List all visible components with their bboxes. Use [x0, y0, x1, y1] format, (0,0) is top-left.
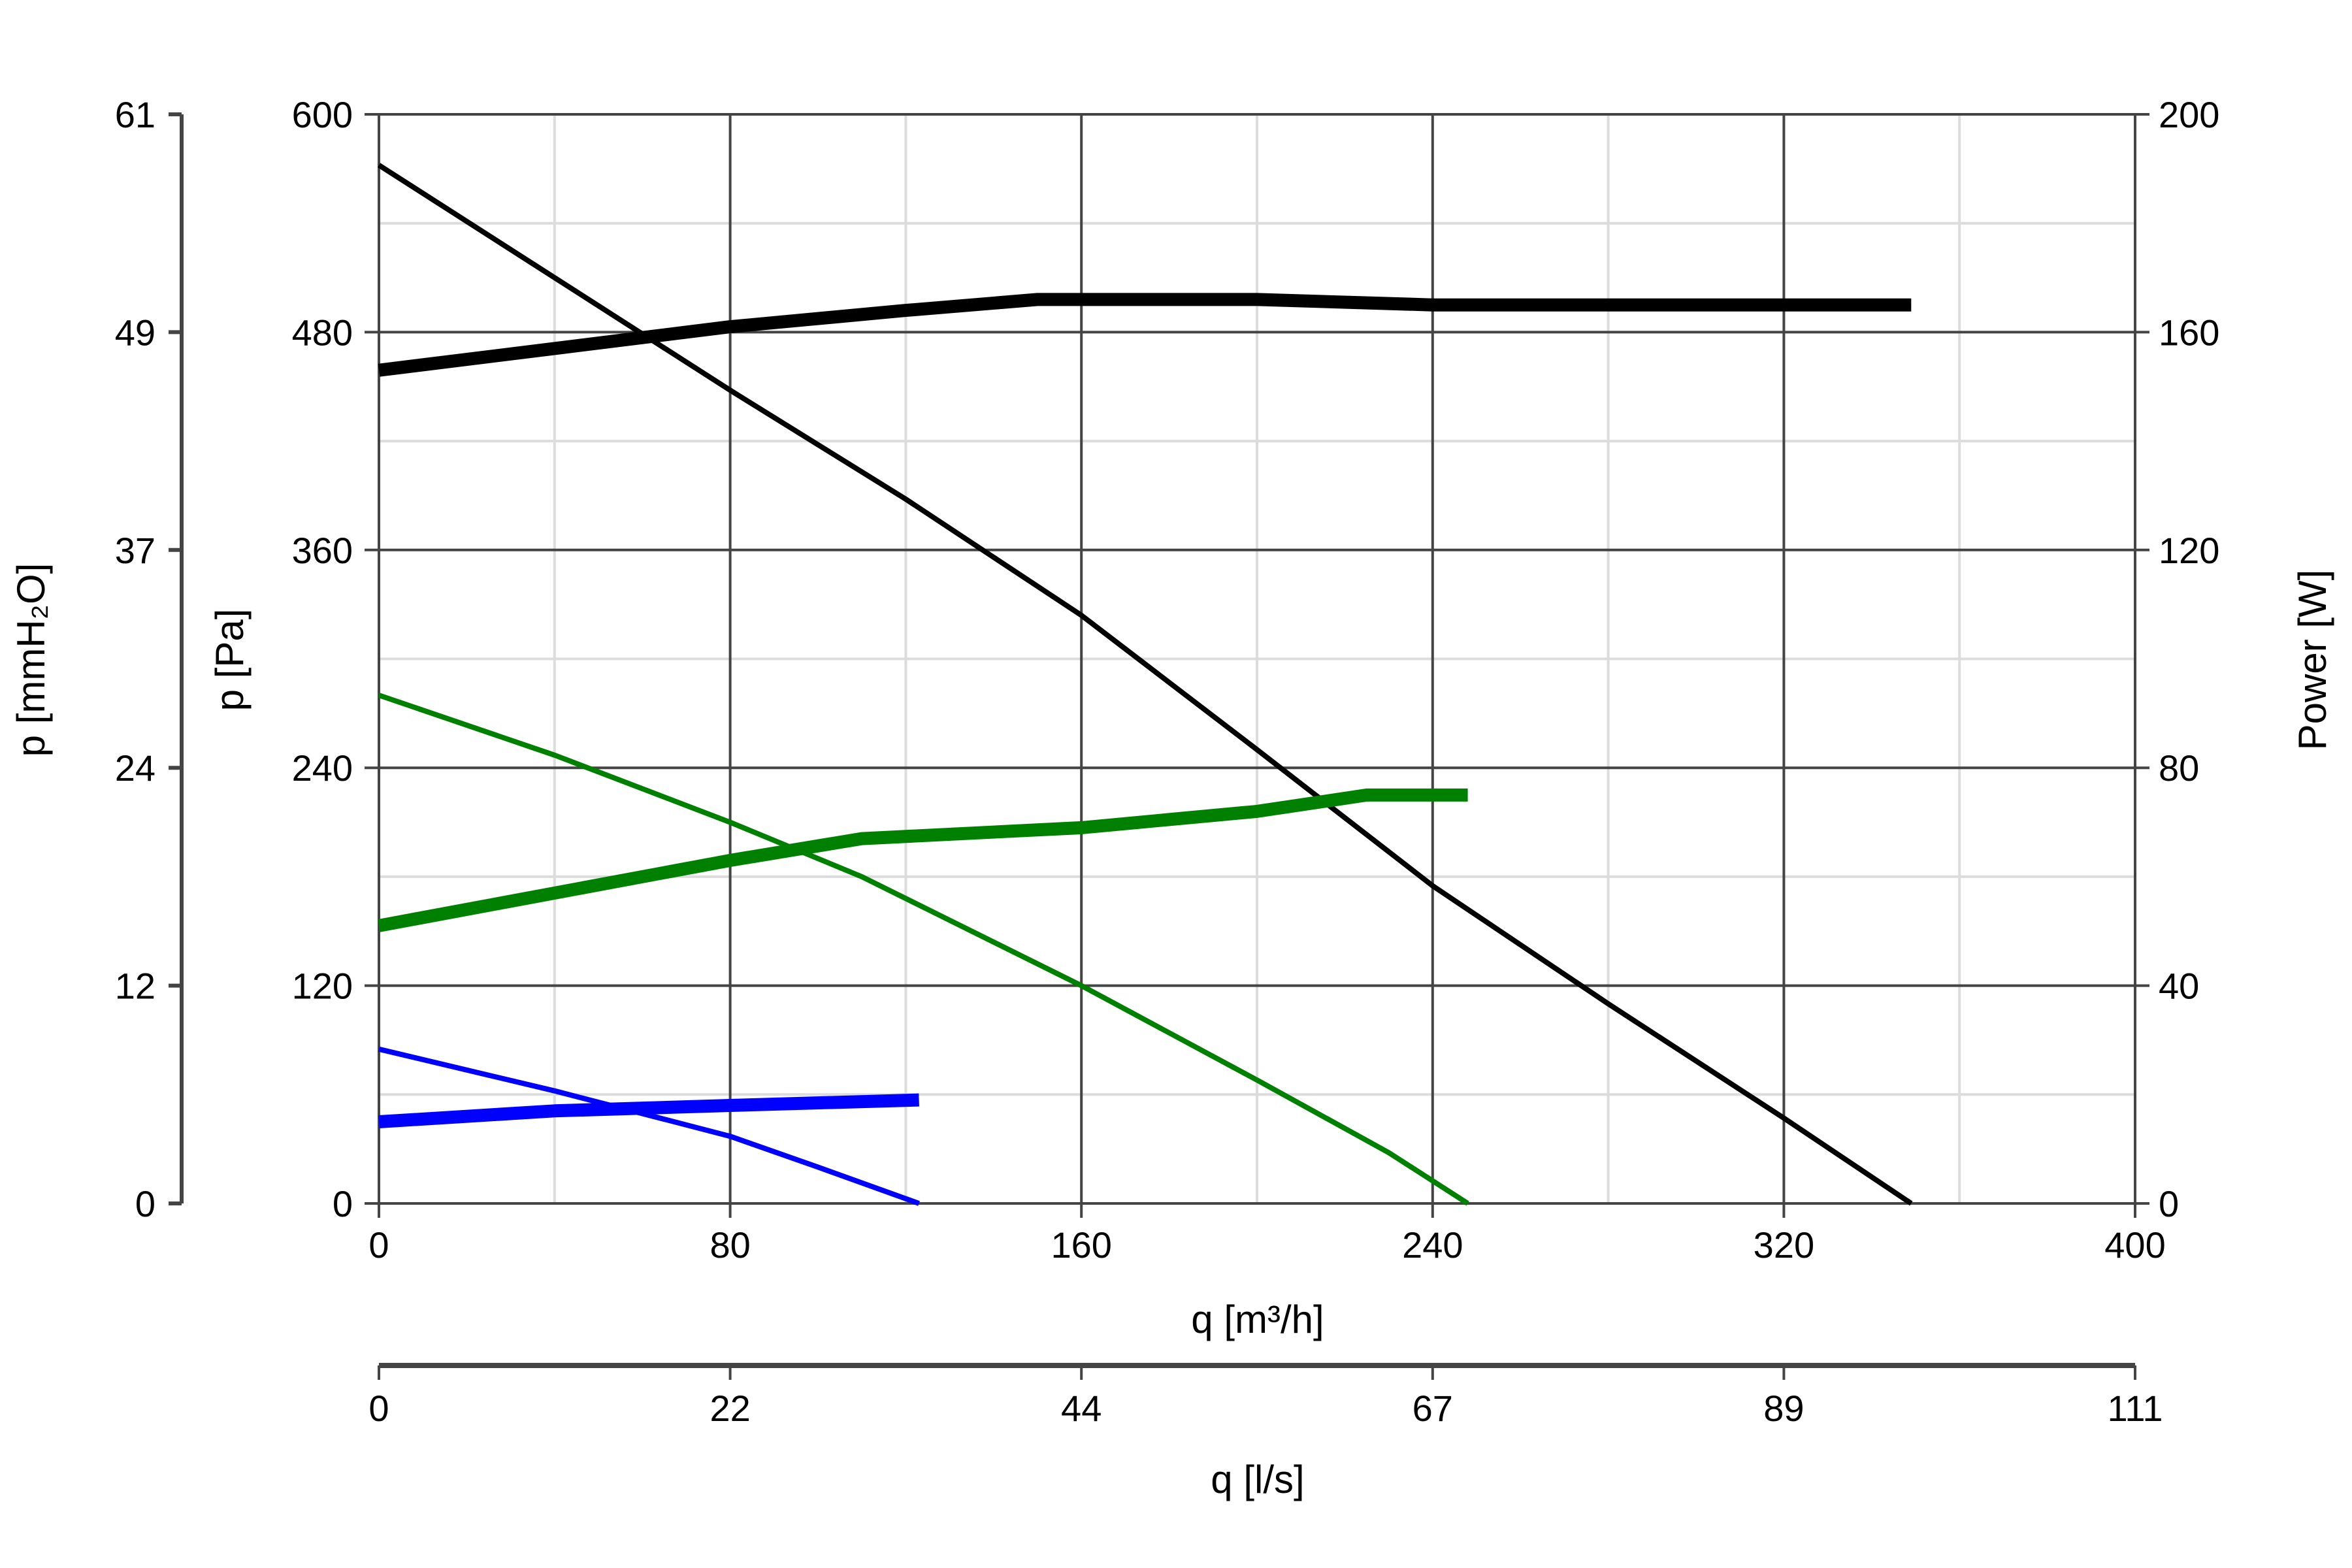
x-secondary-tick-label: 22 — [710, 1388, 750, 1429]
major-gridlines — [365, 113, 2149, 1218]
y-right-tick-label: 120 — [2159, 530, 2219, 571]
y-mmh2o-tick-label: 12 — [115, 966, 155, 1007]
y-mmh2o-tick-label: 61 — [115, 94, 155, 135]
y-tick-label: 600 — [292, 94, 353, 135]
y-right-tick-label: 0 — [2159, 1183, 2179, 1224]
y-tick-label: 480 — [292, 312, 353, 353]
y-tick-label: 120 — [292, 966, 353, 1007]
series-line — [378, 293, 1912, 377]
x-secondary-tick-label: 0 — [368, 1388, 389, 1429]
x-tick-label: 240 — [1402, 1224, 1463, 1266]
x-tick-label: 400 — [2104, 1224, 2165, 1266]
y-right-tick-label: 40 — [2159, 966, 2199, 1007]
x-tick-label: 0 — [368, 1224, 389, 1266]
x-tick-label: 160 — [1051, 1224, 1111, 1266]
y-axis-title: p [Pa] — [208, 609, 252, 711]
x-axis-title: q [m³/h] — [1191, 1298, 1324, 1341]
x-secondary-tick-label: 44 — [1061, 1388, 1102, 1429]
x-tick-label: 320 — [1754, 1224, 1814, 1266]
y-axis-right-title: Power [W] — [2291, 570, 2334, 751]
y-tick-label: 0 — [333, 1183, 353, 1224]
x-axis-secondary-title: q [l/s] — [1211, 1458, 1304, 1501]
y-mmh2o-tick-label: 24 — [115, 747, 155, 789]
axes — [169, 112, 2136, 1380]
series-line — [378, 693, 1469, 1206]
series-line — [378, 788, 1468, 932]
x-tick-label: 80 — [710, 1224, 750, 1266]
y-right-tick-label: 160 — [2159, 312, 2219, 353]
x-secondary-tick-label: 67 — [1413, 1388, 1453, 1429]
y-tick-label: 240 — [292, 747, 353, 789]
minor-gridlines — [379, 114, 2135, 1203]
y-right-tick-label: 80 — [2159, 747, 2199, 789]
y-mmh2o-tick-label: 0 — [135, 1183, 155, 1224]
y-tick-label: 360 — [292, 530, 353, 571]
y-right-tick-label: 200 — [2159, 94, 2219, 135]
y-axis-mmh2o-title: p [mmH₂O] — [9, 563, 53, 757]
series-line — [378, 1093, 919, 1128]
series-line — [377, 163, 1913, 1206]
y-mmh2o-tick-label: 49 — [115, 312, 155, 353]
y-mmh2o-tick-label: 37 — [115, 530, 155, 571]
series-line — [378, 1046, 920, 1206]
x-secondary-tick-label: 89 — [1763, 1388, 1804, 1429]
data-series — [377, 163, 1913, 1206]
x-secondary-tick-label: 111 — [2107, 1388, 2163, 1429]
